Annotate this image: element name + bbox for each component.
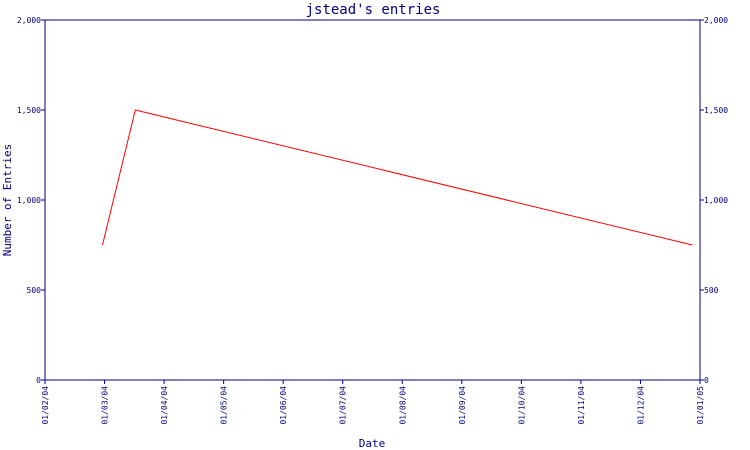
y-tick-label-right: 2,000 <box>704 16 728 25</box>
x-tick-label: 01/09/04 <box>458 386 467 425</box>
series-group <box>102 109 693 246</box>
y-axis-label: Number of Entries <box>1 144 14 257</box>
plot-frame <box>44 19 701 381</box>
x-tick-label: 01/08/04 <box>398 386 407 425</box>
y-tick-label-left: 0 <box>36 376 41 385</box>
y-tick-label-left: 1,500 <box>17 106 41 115</box>
x-axis-ticks: 01/02/04 01/03/04 01/04/04 01/05/04 01/06/04… <box>41 380 705 425</box>
y-tick-label-right: 1,000 <box>704 196 728 205</box>
y-tick-label-left: 1,000 <box>17 196 41 205</box>
series-line <box>102 109 693 246</box>
x-tick-label: 01/10/04 <box>517 386 526 425</box>
x-tick-label: 01/12/04 <box>636 386 645 425</box>
x-tick-label: 01/01/05 <box>696 386 705 425</box>
y-tick-label-right: 0 <box>704 376 709 385</box>
x-tick-label: 01/03/04 <box>101 386 110 425</box>
y-tick-label-right: 500 <box>704 286 719 295</box>
y-tick-label-right: 1,500 <box>704 106 728 115</box>
y-tick-label-left: 500 <box>27 286 42 295</box>
x-tick-label: 01/06/04 <box>279 386 288 425</box>
x-tick-label: 01/02/04 <box>41 386 50 425</box>
x-tick-label: 01/11/04 <box>577 386 586 425</box>
x-tick-label: 01/05/04 <box>220 386 229 425</box>
chart-title: jstead's entries <box>306 2 441 18</box>
x-axis-label: Date <box>359 437 386 450</box>
x-tick-label: 01/04/04 <box>160 386 169 425</box>
y-axis-ticks: 0 0 500 500 1,000 1,000 1,500 1,500 2,000 2,000 <box>17 16 728 385</box>
y-tick-label-left: 2,000 <box>17 16 41 25</box>
x-tick-label: 01/07/04 <box>339 386 348 425</box>
